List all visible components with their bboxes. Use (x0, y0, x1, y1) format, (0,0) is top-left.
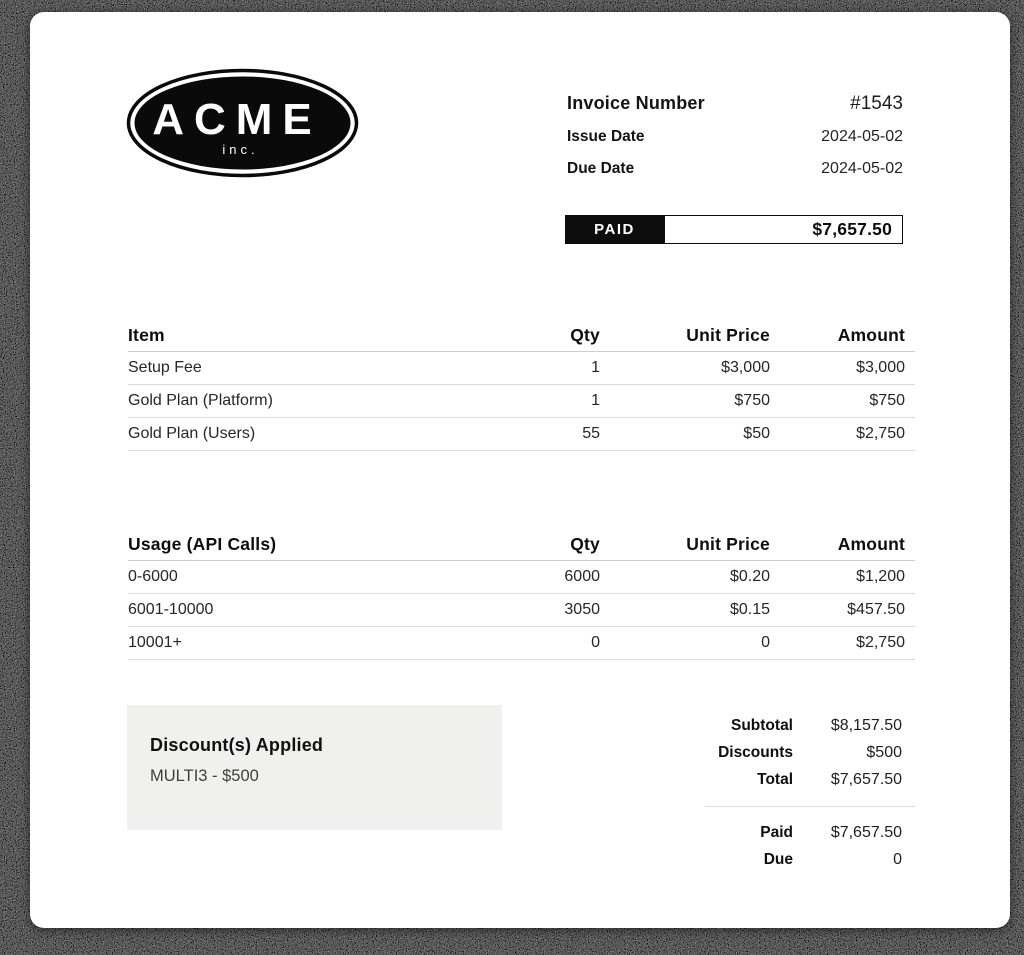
invoice-number-row: Invoice Number #1543 (567, 92, 903, 115)
subtotal-row: Subtotal $8,157.50 (705, 712, 915, 739)
logo-suffix: inc. (222, 142, 258, 157)
usage-row-cell: 3050 (428, 594, 600, 627)
total-row: Total $7,657.50 (705, 766, 915, 793)
items-row-cell: $3,000 (770, 352, 915, 385)
summary-divider (705, 806, 915, 807)
usage-header-title: Usage (API Calls) (128, 529, 428, 561)
items-header-unit-price: Unit Price (600, 320, 770, 352)
items-row-cell: 1 (428, 352, 600, 385)
due-date-value: 2024-05-02 (821, 160, 903, 177)
paid-label: Paid (760, 824, 793, 841)
usage-row-cell: $457.50 (770, 594, 915, 627)
usage-row-cell: 0 (600, 627, 770, 660)
items-row-cell: $750 (600, 385, 770, 418)
invoice-card: ACME inc. Invoice Number #1543 Issue Dat… (30, 12, 1010, 928)
usage-row-cell: 6001-10000 (128, 594, 428, 627)
invoice-number-label: Invoice Number (567, 93, 705, 113)
due-label: Due (763, 851, 793, 868)
usage-row-cell: $1,200 (770, 561, 915, 594)
usage-row-cell: 0 (428, 627, 600, 660)
subtotal-value: $8,157.50 (830, 717, 902, 734)
items-row-cell: $50 (600, 418, 770, 451)
discounts-box: Discount(s) Applied MULTI3 - $500 (127, 705, 502, 830)
usage-row-cell: $0.20 (600, 561, 770, 594)
items-row-cell: $2,750 (770, 418, 915, 451)
paid-status-amount: $7,657.50 (812, 219, 892, 239)
logo-inner-oval (134, 76, 351, 170)
items-row-cell: Gold Plan (Platform) (128, 385, 428, 418)
due-date-label: Due Date (567, 160, 635, 177)
logo-outer-ring (126, 68, 359, 178)
due-row: Due 0 (705, 846, 915, 873)
usage-row-cell: $2,750 (770, 627, 915, 660)
usage-header-qty: Qty (428, 529, 600, 561)
items-row-cell: Setup Fee (128, 352, 428, 385)
summary-totals: Subtotal $8,157.50 Discounts $500 Total … (705, 712, 915, 873)
usage-row-cell: 10001+ (128, 627, 428, 660)
subtotal-label: Subtotal (731, 717, 793, 734)
usage-table: Usage (API Calls) Qty Unit Price Amount … (128, 529, 915, 660)
discounts-value: $500 (866, 744, 902, 761)
usage-row-cell: 6000 (428, 561, 600, 594)
items-header-qty: Qty (428, 320, 600, 352)
usage-row-cell: $0.15 (600, 594, 770, 627)
discounts-label: Discounts (718, 744, 793, 761)
usage-row-cell: 0-6000 (128, 561, 428, 594)
due-date-row: Due Date 2024-05-02 (567, 159, 903, 179)
acme-logo-icon: ACME inc. (126, 68, 359, 178)
discount-item: MULTI3 - $500 (150, 767, 259, 785)
issue-date-label: Issue Date (567, 128, 645, 145)
issue-date-row: Issue Date 2024-05-02 (567, 127, 903, 147)
items-row-cell: $750 (770, 385, 915, 418)
discounts-title: Discount(s) Applied (150, 735, 324, 755)
invoice-number-value: #1543 (850, 93, 903, 114)
discounts-row: Discounts $500 (705, 739, 915, 766)
paid-row: Paid $7,657.50 (705, 819, 915, 846)
items-row-cell: 55 (428, 418, 600, 451)
total-label: Total (757, 771, 793, 788)
items-row-cell: $3,000 (600, 352, 770, 385)
items-header-item: Item (128, 320, 428, 352)
logo-text: ACME (152, 95, 322, 144)
items-header-amount: Amount (770, 320, 915, 352)
items-row-cell: Gold Plan (Users) (128, 418, 428, 451)
usage-header-unit-price: Unit Price (600, 529, 770, 561)
items-row-cell: 1 (428, 385, 600, 418)
issue-date-value: 2024-05-02 (821, 128, 903, 145)
items-table: Item Qty Unit Price Amount Setup Fee 1 $… (128, 320, 915, 451)
paid-status-bar: PAID $7,657.50 (564, 214, 903, 244)
total-value: $7,657.50 (830, 771, 902, 788)
invoice-meta: Invoice Number #1543 Issue Date 2024-05-… (567, 92, 903, 191)
paid-value: $7,657.50 (830, 824, 902, 841)
paid-status-badge: PAID (564, 214, 665, 244)
usage-header-amount: Amount (770, 529, 915, 561)
due-value: 0 (893, 851, 902, 868)
